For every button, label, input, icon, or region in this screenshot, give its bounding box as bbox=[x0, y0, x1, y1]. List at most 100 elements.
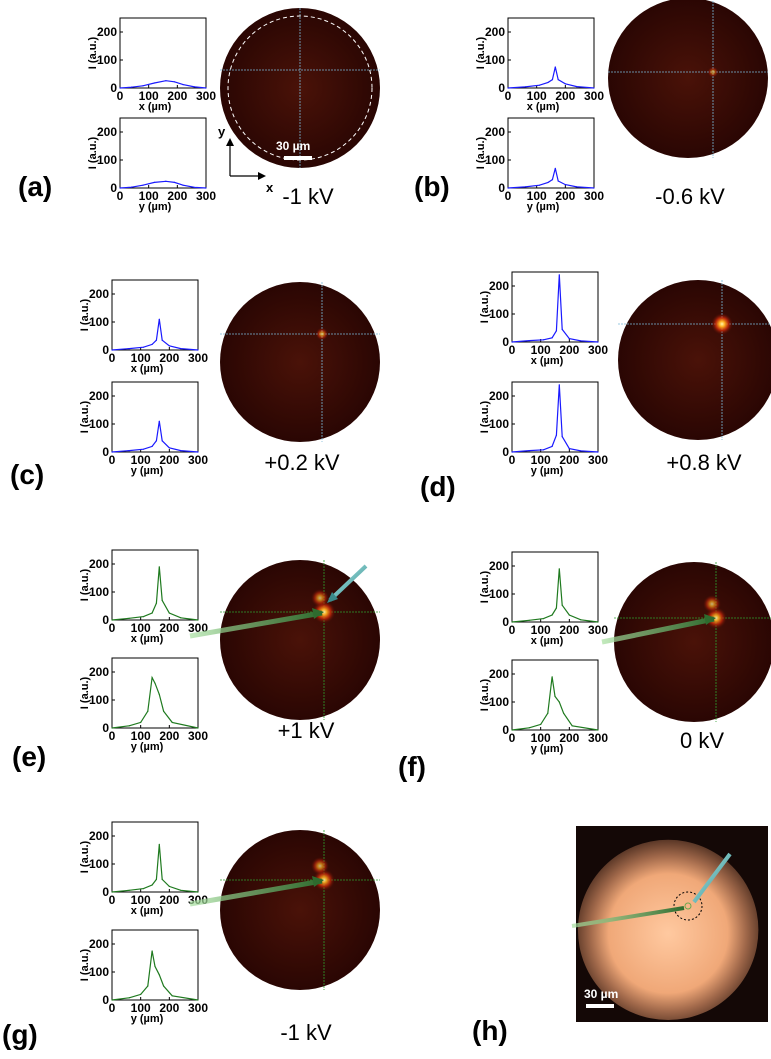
y-axis-label: I (a.u.) bbox=[87, 36, 99, 69]
x-tick-label: 0 bbox=[117, 89, 124, 103]
x-tick-label: 300 bbox=[188, 453, 208, 467]
profile-point bbox=[551, 614, 553, 616]
green-arrow bbox=[189, 878, 323, 907]
x-axis-label: x (µm) bbox=[531, 355, 564, 367]
cyan-arrow bbox=[692, 852, 732, 904]
profile-point bbox=[580, 619, 582, 621]
profile-point bbox=[180, 348, 182, 350]
x-tick-label: 200 bbox=[159, 729, 179, 743]
y-axis-label: I (a.u.) bbox=[475, 36, 487, 69]
x-tick-label: 300 bbox=[584, 89, 604, 103]
profile-point bbox=[140, 721, 142, 724]
x-tick-label: 200 bbox=[159, 1001, 179, 1015]
profile-point bbox=[163, 985, 165, 987]
x-tick-label: 0 bbox=[509, 731, 516, 745]
y-tick-label: 100 bbox=[89, 857, 109, 871]
plot-e-y: 0 100 200 0 100 200 300 I (a.u.) y (µm) bbox=[79, 657, 208, 753]
panel-letter-h: (h) bbox=[472, 1015, 508, 1046]
image-c bbox=[220, 282, 380, 442]
profile-point bbox=[205, 87, 207, 89]
x-tick-label: 0 bbox=[109, 893, 116, 907]
scalebar-a bbox=[284, 156, 312, 160]
y-tick-label: 200 bbox=[485, 125, 505, 139]
x-tick-label: 100 bbox=[531, 453, 551, 467]
profile-point bbox=[155, 878, 158, 881]
plot-frame bbox=[511, 271, 599, 343]
green-arrow-head bbox=[312, 608, 324, 619]
y-tick-label: 100 bbox=[89, 693, 109, 707]
profile-point bbox=[173, 81, 176, 83]
y-tick-label: 200 bbox=[89, 937, 109, 951]
green-arrow bbox=[601, 616, 715, 645]
x-tick-label: 200 bbox=[167, 189, 187, 203]
profile-point bbox=[568, 338, 570, 340]
voltage-label-g: -1 kV bbox=[280, 1020, 332, 1045]
beam-spot-secondary bbox=[311, 589, 329, 607]
x-axis-label: y (µm) bbox=[131, 1013, 164, 1025]
profile-point bbox=[151, 950, 153, 952]
beam-image-disk bbox=[220, 282, 380, 442]
beam-image-disk bbox=[618, 280, 771, 440]
beam-spot bbox=[707, 66, 719, 78]
x-tick-label: 0 bbox=[117, 189, 124, 203]
x-tick-label: 100 bbox=[131, 453, 151, 467]
profile-point bbox=[197, 999, 199, 1001]
plot-frame bbox=[511, 551, 599, 623]
profile-point bbox=[555, 330, 558, 332]
y-axis-label: I (a.u.) bbox=[479, 290, 491, 323]
y-tick-label: 100 bbox=[89, 585, 109, 599]
y-axis-label: I (a.u.) bbox=[479, 678, 491, 711]
profile-point bbox=[111, 999, 113, 1001]
profile-point bbox=[158, 318, 160, 320]
plot-frame bbox=[511, 381, 599, 453]
profile-point bbox=[528, 450, 530, 452]
profile-point bbox=[151, 677, 153, 679]
x-tick-label: 300 bbox=[196, 189, 216, 203]
profile-point bbox=[561, 604, 563, 606]
x-tick-label: 300 bbox=[588, 343, 608, 357]
profile-point bbox=[140, 993, 142, 996]
profile-point bbox=[147, 710, 149, 712]
x-tick-label: 100 bbox=[131, 351, 151, 365]
voltage-label-c: +0.2 kV bbox=[264, 450, 340, 475]
beam-image-disk bbox=[220, 560, 380, 720]
profile-point bbox=[171, 721, 173, 724]
x-axis-label: x (µm) bbox=[527, 101, 560, 113]
profile-point bbox=[173, 181, 176, 183]
profile-point bbox=[554, 167, 556, 169]
x-axis-label: x (µm) bbox=[131, 905, 164, 917]
profile-point bbox=[597, 621, 599, 623]
panel-letter-f: (f) bbox=[398, 751, 426, 782]
plot-d-y: 0 100 200 0 100 200 300 I (a.u.) y (µm) bbox=[479, 381, 608, 477]
y-tick-label: 200 bbox=[489, 279, 509, 293]
y-tick-label: 0 bbox=[102, 613, 109, 627]
x-axis-label: y (µm) bbox=[139, 201, 172, 213]
x-tick-label: 100 bbox=[131, 729, 151, 743]
x-tick-label: 300 bbox=[584, 189, 604, 203]
x-tick-label: 0 bbox=[509, 623, 516, 637]
profile-line bbox=[111, 950, 199, 1001]
x-tick-label: 200 bbox=[159, 453, 179, 467]
x-tick-label: 300 bbox=[588, 731, 608, 745]
profile-point bbox=[524, 86, 526, 88]
y-axis-label: I (a.u.) bbox=[79, 400, 91, 433]
y-axis-label: I (a.u.) bbox=[79, 298, 91, 331]
profile-point bbox=[168, 447, 170, 449]
image-d bbox=[618, 280, 771, 440]
profile-line bbox=[511, 384, 599, 453]
plot-frame bbox=[511, 659, 599, 731]
profile-point bbox=[576, 86, 578, 88]
y-tick-label: 200 bbox=[485, 25, 505, 39]
profile-point bbox=[597, 451, 599, 453]
profile-point bbox=[155, 602, 158, 604]
image-g bbox=[189, 830, 380, 990]
y-axis-label: I (a.u.) bbox=[79, 840, 91, 873]
profile-point bbox=[153, 82, 155, 84]
profile-point bbox=[180, 450, 182, 452]
plot-frame bbox=[111, 279, 199, 351]
profile-point bbox=[130, 86, 133, 88]
profile-line bbox=[111, 566, 199, 621]
y-tick-label: 0 bbox=[102, 721, 109, 735]
x-axis-label: x (µm) bbox=[131, 633, 164, 645]
